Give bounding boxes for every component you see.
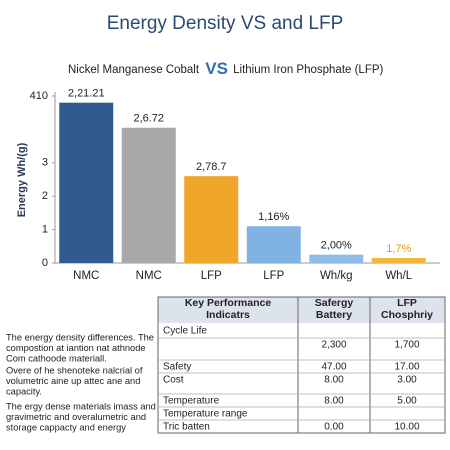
header-line: Chosphriy <box>381 309 433 321</box>
cell: 5.00 <box>397 396 417 407</box>
x-tick-label: LFP <box>201 270 222 282</box>
paragraph-line: gravimetric and overalumetric and <box>6 412 146 422</box>
y-tick-label: 3 <box>42 157 48 169</box>
row-label: Cycle Life <box>163 326 207 337</box>
bar <box>121 127 176 263</box>
x-tick-label: NMC <box>73 270 99 282</box>
paragraph-line: Com cathoode materiall. <box>6 353 107 363</box>
table-header-bg <box>158 297 445 323</box>
bar-annotation: 1,16% <box>258 211 289 223</box>
subtitle-part: Lithium Iron Phosphate (LFP) <box>233 64 383 76</box>
row-label: Tric batten <box>163 422 210 433</box>
cell: 8.00 <box>324 396 344 407</box>
chart-title: Energy Density VS and LFP <box>107 13 344 34</box>
paragraph-line: Overe of he shenoteke nalcrial of <box>6 365 143 375</box>
x-tick-label: Wh/kg <box>320 270 353 282</box>
table-header: LFP Chosphriy <box>381 297 433 321</box>
cell: 17.00 <box>394 362 419 373</box>
chart-subtitle: Nickel Manganese Cobalt VS Lithium Iron … <box>68 59 384 78</box>
header-line: Key Performance <box>185 297 272 309</box>
cell: 8.00 <box>324 375 344 386</box>
table-header: Key Performance Indicatrs <box>185 297 272 321</box>
bar-annotation: 2,21.21 <box>68 88 105 100</box>
y-tick-label: 0 <box>42 257 48 269</box>
cell: 0.00 <box>324 422 344 433</box>
bar-annotation: 2,00% <box>321 240 352 252</box>
bar-annotation: 1,7% <box>386 243 411 255</box>
x-tick-label: Wh/L <box>385 270 412 282</box>
table-header: Safergy Battery <box>315 297 354 321</box>
bar <box>59 102 114 264</box>
subtitle-vs: VS <box>205 59 228 78</box>
header-line: Indicatrs <box>206 309 250 321</box>
y-tick-label: 2 <box>42 190 48 202</box>
bar <box>246 226 301 263</box>
cell: 2,300 <box>321 340 346 351</box>
cell: 1,700 <box>394 340 419 351</box>
row-label: Temperature range <box>163 409 248 420</box>
row-label: Safety <box>163 362 191 373</box>
bar <box>371 257 426 263</box>
y-tick-label: 410 <box>30 90 48 102</box>
paragraph-line: storage cappacty and energy <box>6 422 126 432</box>
cell: 47.00 <box>321 362 346 373</box>
y-tick-label: 1 <box>42 224 48 236</box>
header-line: Safergy <box>315 297 354 309</box>
cell: 10.00 <box>394 422 419 433</box>
bar-annotation: 2,6.72 <box>133 113 164 125</box>
bar <box>184 176 239 263</box>
paragraph-line: The ergy dense materials imass and <box>6 401 156 411</box>
x-tick-label: NMC <box>136 270 162 282</box>
subtitle-part: Nickel Manganese Cobalt <box>68 64 200 76</box>
paragraph-line: volumetric aine up attec ane and <box>6 376 140 386</box>
bar-annotation: 2,78.7 <box>196 161 227 173</box>
header-line: LFP <box>397 297 417 309</box>
table-border <box>157 296 446 434</box>
row-label: Cost <box>163 375 184 386</box>
bar <box>309 254 364 263</box>
paragraph-line: The energy density differences. The <box>6 332 154 342</box>
y-axis-label: Energy Wh/(g) <box>16 142 28 217</box>
x-tick-label: LFP <box>263 270 284 282</box>
header-line: Battery <box>316 309 352 321</box>
paragraph-line: capacity. <box>6 386 42 396</box>
paragraph-line: compostion at iantion nat athnode <box>6 343 146 353</box>
row-label: Temperature <box>163 396 220 407</box>
cell: 3.00 <box>397 375 417 386</box>
